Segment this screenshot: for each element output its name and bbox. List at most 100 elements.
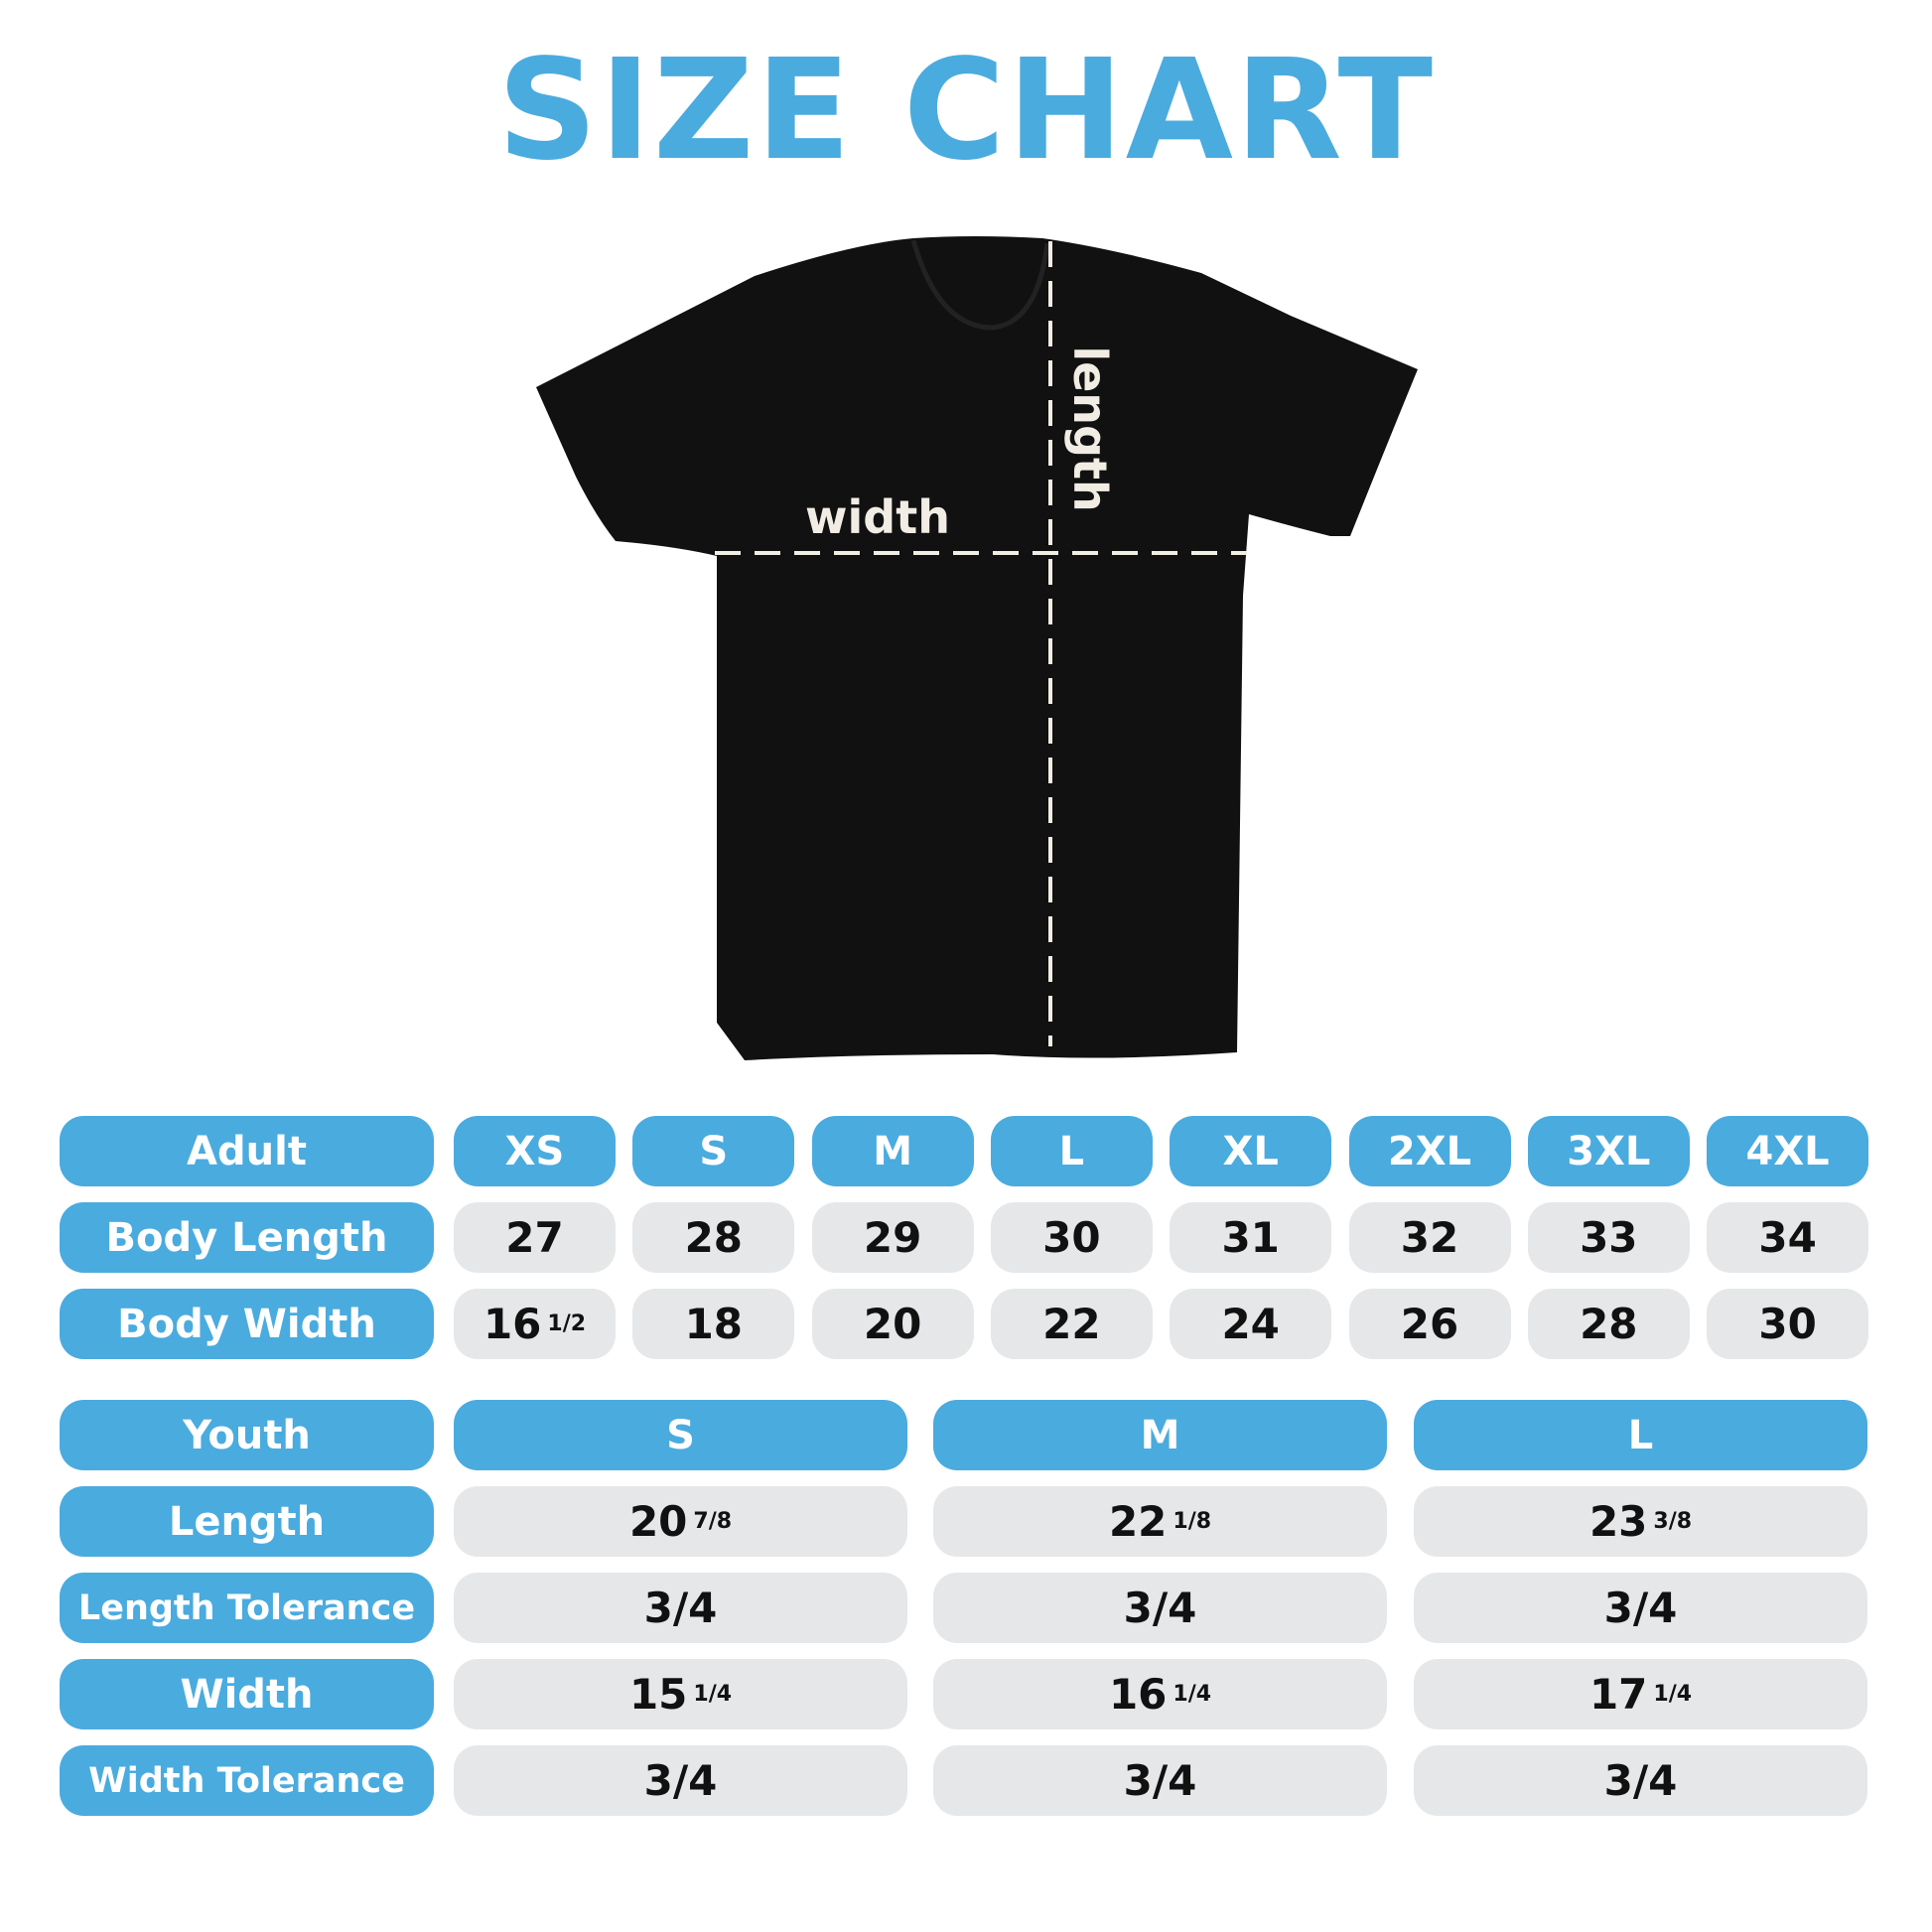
adult-size-xs: XS [454,1116,616,1186]
value-whole: 28 [684,1213,744,1262]
value-whole: 23 [1588,1497,1648,1546]
table-cell: 3/4 [454,1745,907,1816]
value-whole: 24 [1221,1300,1280,1348]
cell-text: Youth [183,1412,311,1458]
cell-text: M [1140,1412,1180,1458]
row-label: Width Tolerance [60,1745,434,1816]
adult-size-l: L [990,1116,1153,1186]
row-label: Body Length [60,1202,434,1273]
table-cell: 24 [1170,1289,1332,1359]
table-cell: 18 [632,1289,795,1359]
youth-header: Youth [60,1400,434,1470]
cell-text: XS [504,1128,565,1174]
value-whole: 30 [1042,1213,1101,1262]
cell-text: Length Tolerance [77,1587,416,1628]
adult-size-3xl: 3XL [1527,1116,1690,1186]
value-whole: 20 [628,1497,688,1546]
value-whole: 3/4 [643,1584,718,1632]
table-cell: 33 [1527,1202,1690,1273]
value-whole: 3/4 [1123,1756,1197,1805]
table-cell: 29 [811,1202,974,1273]
table-cell: 23 3/8 [1414,1486,1867,1557]
row-label: Width [60,1659,434,1729]
value-whole: 15 [628,1670,688,1719]
table-cell: 20 [811,1289,974,1359]
value-whole: 3/4 [1603,1756,1678,1805]
table-cell: 22 1/8 [933,1486,1387,1557]
value-whole: 18 [684,1300,744,1348]
table-cell: 17 1/4 [1414,1659,1867,1729]
length-label: length [1063,345,1117,511]
cell-text: Length [168,1498,326,1545]
value-fraction: 1/4 [1653,1682,1693,1707]
value-whole: 3/4 [643,1756,718,1805]
table-cell: 3/4 [1414,1745,1867,1816]
value-whole: 32 [1400,1213,1459,1262]
table-cell: 16 1/4 [933,1659,1387,1729]
tshirt-collar [910,239,1050,331]
value-whole: 33 [1580,1213,1638,1262]
adult-size-m: M [811,1116,974,1186]
cell-text: Body Width [117,1301,376,1347]
adult-size-s: S [632,1116,795,1186]
table-cell: 34 [1707,1202,1869,1273]
adult-size-2xl: 2XL [1348,1116,1511,1186]
value-whole: 26 [1400,1300,1459,1348]
cell-text: Body Length [105,1214,388,1261]
table-cell: 3/4 [933,1573,1387,1643]
value-whole: 16 [1108,1670,1168,1719]
tshirt-diagram: width length [536,236,1418,1060]
cell-text: 3XL [1567,1128,1651,1174]
value-fraction: 1/4 [693,1682,733,1707]
value-whole: 3/4 [1603,1584,1678,1632]
width-label: width [805,490,950,544]
cell-text: S [699,1128,729,1174]
value-whole: 20 [863,1300,922,1348]
youth-size-l: L [1414,1400,1867,1470]
cell-text: 4XL [1745,1128,1830,1174]
cell-text: L [1627,1412,1654,1458]
table-cell: 28 [1527,1289,1690,1359]
table-cell: 26 [1348,1289,1511,1359]
table-cell: 31 [1170,1202,1332,1273]
value-fraction: 7/8 [693,1509,733,1534]
cell-text: 2XL [1387,1128,1472,1174]
table-cell: 32 [1348,1202,1511,1273]
table-cell: 3/4 [933,1745,1387,1816]
row-label: Length Tolerance [60,1573,434,1643]
value-whole: 27 [505,1213,564,1262]
value-whole: 28 [1580,1300,1638,1348]
cell-text: Adult [187,1128,307,1174]
tshirt-shape [536,236,1418,1060]
value-whole: 29 [863,1213,922,1262]
value-fraction: 1/4 [1173,1682,1212,1707]
value-fraction: 1/8 [1173,1509,1212,1534]
value-whole: 22 [1108,1497,1168,1546]
cell-text: Width [180,1671,314,1718]
cell-text: S [666,1412,695,1458]
youth-size-s: S [454,1400,907,1470]
value-whole: 22 [1042,1300,1101,1348]
value-whole: 34 [1758,1213,1817,1262]
table-cell: 30 [1707,1289,1869,1359]
table-cell: 3/4 [454,1573,907,1643]
cell-text: XL [1222,1128,1279,1174]
row-label: Length [60,1486,434,1557]
value-whole: 31 [1221,1213,1280,1262]
adult-size-xl: XL [1170,1116,1332,1186]
table-cell: 20 7/8 [454,1486,907,1557]
table-cell: 22 [990,1289,1153,1359]
row-label: Body Width [60,1289,434,1359]
table-cell: 3/4 [1414,1573,1867,1643]
cell-text: M [873,1128,912,1174]
adult-size-4xl: 4XL [1707,1116,1869,1186]
value-fraction: 3/8 [1653,1509,1693,1534]
value-whole: 16 [483,1300,542,1348]
cell-text: Width Tolerance [88,1760,405,1801]
table-cell: 16 1/2 [454,1289,616,1359]
page-title: SIZE CHART [496,30,1436,192]
value-fraction: 1/2 [547,1311,587,1336]
value-whole: 3/4 [1123,1584,1197,1632]
table-cell: 28 [632,1202,795,1273]
